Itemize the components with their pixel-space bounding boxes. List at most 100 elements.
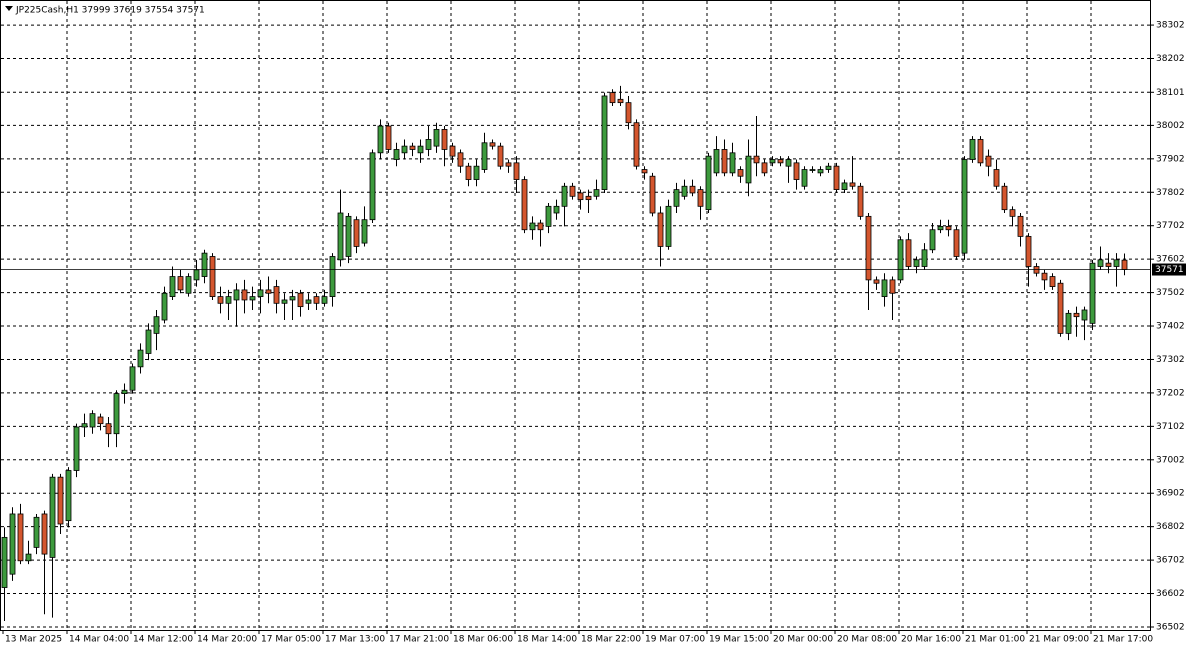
candle-body <box>785 159 792 167</box>
candle-body <box>281 299 288 304</box>
candle-body <box>377 125 384 154</box>
candle-body <box>217 296 224 304</box>
candle-body <box>1081 309 1088 321</box>
candle-body <box>505 162 512 167</box>
candle-body <box>209 256 216 298</box>
candle-body <box>1113 259 1120 267</box>
candle-body <box>57 476 64 525</box>
candle-body <box>353 219 360 247</box>
candle-body <box>81 423 88 428</box>
x-tick-label: 14 Mar 20:00 <box>197 635 257 645</box>
candle-body <box>65 470 72 522</box>
candle-body <box>1025 236 1032 267</box>
y-tick-label: 37202 <box>1156 388 1185 398</box>
candle-body <box>681 185 688 197</box>
candle-body <box>9 513 16 575</box>
y-tick-label: 37602 <box>1156 255 1185 265</box>
candle-body <box>553 205 560 214</box>
candle-body <box>801 169 808 187</box>
candle-body <box>841 182 848 190</box>
candle-body <box>273 286 280 304</box>
candle-body <box>649 175 656 214</box>
candle-body <box>113 393 120 435</box>
candle-body <box>1073 312 1080 318</box>
x-tick-label: 17 Mar 21:00 <box>389 635 449 645</box>
candle-body <box>129 366 136 391</box>
candle-body <box>817 169 824 174</box>
candle-body <box>225 296 232 304</box>
candle-body <box>385 125 392 150</box>
candle-body <box>49 476 56 558</box>
y-tick-label: 36602 <box>1156 589 1185 599</box>
candle-body <box>929 229 936 251</box>
candle-body <box>265 289 272 294</box>
candle-body <box>753 155 760 164</box>
x-tick-label: 14 Mar 04:00 <box>69 635 129 645</box>
candle-body <box>833 165 840 190</box>
candle-body <box>609 92 616 104</box>
candle-body <box>417 145 424 154</box>
x-tick-label: 17 Mar 13:00 <box>325 635 385 645</box>
candle-body <box>1065 312 1072 334</box>
candle-body <box>145 329 152 354</box>
y-tick-label: 37502 <box>1156 288 1185 298</box>
candle-body <box>873 279 880 284</box>
candle-body <box>289 296 296 301</box>
x-tick-label: 18 Mar 14:00 <box>517 635 577 645</box>
candle-body <box>905 239 912 267</box>
candle-body <box>345 215 352 257</box>
candle-body <box>1057 282 1064 334</box>
candle-body <box>393 149 400 160</box>
candle-body <box>561 185 568 207</box>
y-tick-label: 38202 <box>1156 54 1185 64</box>
candle-body <box>521 179 528 231</box>
candle-body <box>193 269 200 281</box>
candle-body <box>257 289 264 298</box>
candle-body <box>185 276 192 294</box>
candle-body <box>1097 259 1104 267</box>
candle-body <box>97 416 104 425</box>
x-tick-label: 20 Mar 16:00 <box>901 635 961 645</box>
y-tick-label: 37102 <box>1156 422 1185 432</box>
candle-body <box>33 516 40 548</box>
candle-body <box>249 296 256 301</box>
candle-body <box>657 212 664 247</box>
candle-body <box>593 189 600 197</box>
candle-body <box>73 426 80 471</box>
last-price-label: 37571 <box>1155 265 1184 275</box>
y-tick-label: 37002 <box>1156 455 1185 465</box>
candle-body <box>457 152 464 167</box>
candle-body <box>401 145 408 154</box>
candle-body <box>705 155 712 211</box>
candle-body <box>169 276 176 298</box>
candle-body <box>1009 209 1016 217</box>
candle-body <box>41 513 48 555</box>
candle-body <box>569 185 576 197</box>
candle-body <box>433 129 440 147</box>
candle-body <box>537 222 544 231</box>
x-tick-label: 20 Mar 00:00 <box>773 635 833 645</box>
candle-body <box>913 259 920 267</box>
candle-body <box>921 249 928 267</box>
candle-body <box>529 222 536 231</box>
candle-body <box>473 165 480 180</box>
y-tick-label: 38002 <box>1156 121 1185 131</box>
candle-body <box>1001 185 1008 211</box>
candle-body <box>713 149 720 174</box>
candle-body <box>761 162 768 174</box>
candle-body <box>409 145 416 150</box>
x-tick-label: 21 Mar 17:00 <box>1093 635 1153 645</box>
candle-body <box>945 225 952 231</box>
candle-body <box>601 95 608 190</box>
y-tick-label: 36902 <box>1156 489 1185 499</box>
candle-body <box>977 139 984 164</box>
candle-body <box>585 195 592 201</box>
candle-body <box>745 155 752 184</box>
candle-body <box>769 159 776 164</box>
candle-body <box>857 185 864 217</box>
candle-body <box>793 162 800 180</box>
x-tick-label: 20 Mar 08:00 <box>837 635 897 645</box>
menu-icon[interactable] <box>5 6 13 11</box>
candle-body <box>481 142 488 170</box>
candle-body <box>241 289 248 301</box>
